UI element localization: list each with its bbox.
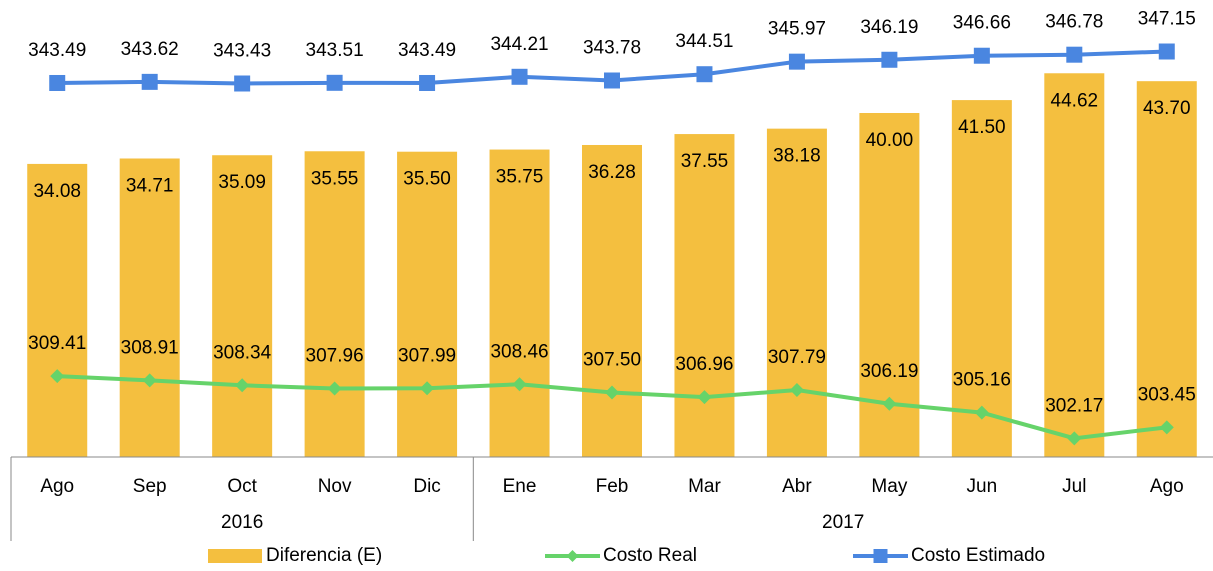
bar-label: 36.28	[588, 162, 636, 183]
x-tick-label: Dic	[413, 476, 440, 497]
point-label: 346.19	[860, 17, 918, 38]
group-label: 2016	[221, 512, 263, 533]
bar-label: 35.55	[311, 168, 359, 189]
group-label: 2017	[822, 512, 864, 533]
bar-label: 35.75	[496, 167, 544, 188]
marker	[1158, 43, 1175, 60]
point-label: 302.17	[1045, 395, 1103, 416]
bar	[397, 151, 458, 457]
marker	[605, 385, 619, 400]
x-tick-label: Nov	[318, 476, 352, 497]
x-tick-label: Ene	[503, 476, 537, 497]
bar	[582, 144, 642, 457]
legend-label: Diferencia (E)	[266, 545, 382, 566]
point-label: 343.49	[28, 40, 86, 61]
bar	[1136, 81, 1197, 458]
point-label: 307.99	[398, 345, 456, 366]
bar-label: 37.55	[681, 151, 729, 172]
bar	[304, 151, 365, 457]
point-label: 309.41	[28, 333, 86, 354]
point-label: 344.51	[675, 31, 733, 52]
point-label: 306.96	[675, 354, 733, 375]
marker	[973, 47, 990, 64]
marker	[511, 68, 528, 85]
x-tick-label: Jun	[967, 476, 998, 497]
marker	[142, 373, 157, 388]
x-tick-label: Jul	[1062, 476, 1086, 497]
legend-label: Costo Real	[603, 545, 697, 566]
bar	[1044, 73, 1105, 457]
marker	[696, 66, 713, 83]
point-label: 346.78	[1045, 12, 1103, 33]
marker	[882, 396, 897, 411]
marker	[50, 369, 65, 384]
bar-label: 38.18	[773, 146, 821, 167]
point-label: 308.91	[121, 337, 179, 358]
marker	[419, 74, 436, 91]
bar	[951, 100, 1012, 457]
bar-label: 34.08	[33, 181, 81, 202]
point-label: 343.49	[398, 40, 456, 61]
marker	[1067, 431, 1082, 446]
marker	[141, 73, 158, 90]
marker	[1159, 420, 1174, 435]
point-label: 343.62	[121, 39, 179, 60]
bar-label: 43.70	[1143, 98, 1191, 119]
marker	[1066, 46, 1083, 63]
point-label: 307.50	[583, 350, 641, 371]
bar	[27, 163, 88, 458]
bar	[489, 149, 550, 458]
point-label: 343.43	[213, 41, 271, 62]
point-label: 307.96	[306, 346, 364, 367]
x-tick-label: Ago	[40, 476, 74, 497]
marker	[604, 72, 620, 89]
point-label: 346.66	[953, 13, 1011, 34]
bar-label: 35.50	[403, 169, 451, 190]
marker	[234, 75, 251, 92]
point-label: 347.15	[1138, 9, 1196, 30]
point-label: 306.19	[860, 361, 918, 382]
point-label: 308.46	[490, 341, 548, 362]
point-label: 343.51	[306, 40, 364, 61]
x-tick-label: Oct	[227, 476, 257, 497]
bar-label: 40.00	[866, 130, 914, 151]
marker	[697, 390, 712, 405]
x-tick-label: Mar	[688, 476, 721, 497]
legend-label: Costo Estimado	[911, 545, 1045, 566]
bar-label: 44.62	[1051, 90, 1099, 111]
marker	[512, 377, 527, 392]
marker	[326, 74, 343, 91]
point-label: 345.97	[768, 19, 826, 40]
bar	[119, 158, 180, 457]
legend-marker	[566, 550, 579, 562]
bar-label: 35.09	[218, 172, 266, 193]
marker	[788, 53, 805, 70]
marker	[420, 381, 435, 396]
point-label: 307.79	[768, 347, 826, 368]
x-tick-label: Sep	[133, 476, 167, 497]
marker	[881, 51, 898, 68]
point-label: 303.45	[1138, 384, 1196, 405]
marker	[974, 405, 989, 420]
x-tick-label: Ago	[1150, 476, 1184, 497]
bar	[212, 155, 273, 457]
x-tick-label: Abr	[782, 476, 812, 497]
x-tick-label: Feb	[596, 476, 629, 497]
point-label: 305.16	[953, 370, 1011, 391]
bar-label: 34.71	[126, 176, 174, 197]
point-label: 344.21	[490, 34, 548, 55]
marker	[235, 378, 250, 393]
bar	[674, 134, 735, 457]
x-tick-label: May	[871, 476, 907, 497]
bar-label: 41.50	[958, 117, 1006, 138]
marker	[327, 381, 342, 396]
legend-marker	[873, 549, 888, 563]
point-label: 308.34	[213, 342, 272, 363]
marker	[49, 74, 66, 91]
marker	[789, 383, 804, 398]
point-label: 343.78	[583, 38, 641, 59]
legend-swatch	[208, 549, 262, 563]
bar	[766, 128, 827, 458]
